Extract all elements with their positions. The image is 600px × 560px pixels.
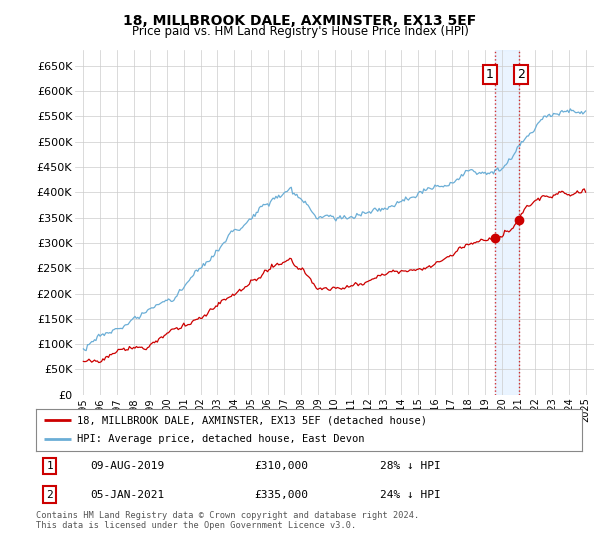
Text: 2: 2 (517, 68, 525, 81)
Text: 28% ↓ HPI: 28% ↓ HPI (380, 461, 441, 471)
Text: Price paid vs. HM Land Registry's House Price Index (HPI): Price paid vs. HM Land Registry's House … (131, 25, 469, 38)
Text: £335,000: £335,000 (254, 489, 308, 500)
Text: 18, MILLBROOK DALE, AXMINSTER, EX13 5EF: 18, MILLBROOK DALE, AXMINSTER, EX13 5EF (124, 14, 476, 28)
Text: HPI: Average price, detached house, East Devon: HPI: Average price, detached house, East… (77, 435, 364, 445)
Text: 1: 1 (486, 68, 494, 81)
Text: 05-JAN-2021: 05-JAN-2021 (91, 489, 165, 500)
Text: Contains HM Land Registry data © Crown copyright and database right 2024.
This d: Contains HM Land Registry data © Crown c… (36, 511, 419, 530)
Text: 18, MILLBROOK DALE, AXMINSTER, EX13 5EF (detached house): 18, MILLBROOK DALE, AXMINSTER, EX13 5EF … (77, 415, 427, 425)
Text: 24% ↓ HPI: 24% ↓ HPI (380, 489, 441, 500)
Bar (495, 50, 518, 395)
Text: 2: 2 (46, 489, 53, 500)
Text: 1: 1 (46, 461, 53, 471)
Text: 09-AUG-2019: 09-AUG-2019 (91, 461, 165, 471)
Text: £310,000: £310,000 (254, 461, 308, 471)
